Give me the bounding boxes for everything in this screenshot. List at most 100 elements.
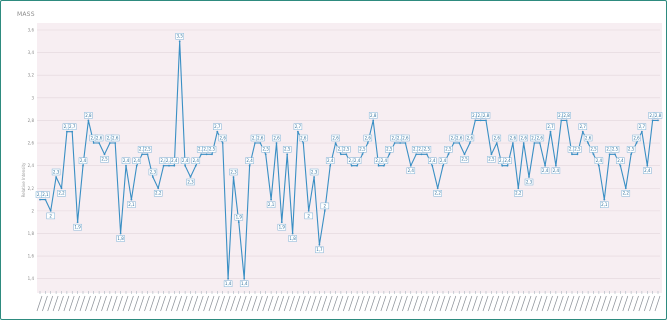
x-tick-label: [154, 295, 161, 312]
x-tick-label: [63, 295, 70, 312]
x-tick-label: [251, 295, 258, 312]
x-tick-label: [434, 295, 441, 312]
data-label-box: [282, 146, 292, 153]
x-tick-label: [283, 295, 290, 312]
data-label-box: [315, 246, 324, 254]
x-tick-label: [289, 295, 295, 312]
data-label-box: [320, 202, 330, 210]
data-point: [92, 142, 95, 144]
x-tick-label: [380, 295, 387, 312]
data-label-box: [67, 123, 77, 130]
data-label-box: [422, 146, 432, 153]
y-axis-label: Relative Intensity: [21, 162, 26, 197]
data-point: [49, 210, 52, 212]
x-tick-label: [455, 295, 462, 312]
data-point: [366, 142, 369, 144]
data-point: [302, 142, 305, 144]
data-label: 2,5: [573, 146, 582, 153]
data-label-text: 2,4: [349, 158, 356, 163]
data-label-text: 2,3: [150, 169, 157, 174]
data-label-text: 2,4: [171, 158, 178, 163]
data-label-text: 2,3: [187, 179, 194, 184]
x-tick-label: [305, 295, 312, 312]
data-label: 2,6: [218, 134, 227, 142]
data-point: [431, 164, 434, 167]
y-tick-label: 3,2: [28, 73, 35, 78]
data-label-text: 2,6: [332, 135, 339, 140]
data-label: 2,5: [589, 146, 598, 153]
x-tick-label: [326, 295, 333, 312]
data-point: [474, 119, 477, 122]
data-point: [404, 142, 407, 144]
data-label-box: [116, 235, 125, 242]
data-label: 1,9: [277, 223, 287, 231]
data-point: [243, 277, 246, 280]
data-point: [103, 153, 106, 156]
x-tick-label: [633, 295, 639, 312]
x-tick-label: [117, 295, 123, 312]
y-tick-label: 2,4: [28, 163, 35, 168]
data-point: [205, 153, 208, 156]
data-label-text: 2,5: [413, 147, 420, 152]
x-tick-label: [181, 295, 188, 312]
x-tick-label: [418, 295, 424, 312]
data-label-box: [519, 134, 528, 142]
data-point: [377, 164, 380, 167]
y-tick-label: 2,6: [28, 141, 35, 146]
x-tick-label: [224, 295, 231, 312]
data-label-box: [110, 134, 120, 142]
data-label-text: 2,4: [429, 158, 436, 163]
x-tick-label: [568, 295, 575, 312]
data-label: 2,5: [342, 146, 351, 153]
data-label-box: [379, 157, 389, 164]
x-tick-label: [466, 295, 473, 312]
data-point: [442, 164, 444, 167]
data-label: 1,4: [223, 280, 233, 287]
data-label-box: [272, 134, 281, 142]
data-label: 2,4: [78, 157, 88, 164]
data-label-box: [293, 123, 303, 130]
data-point: [517, 187, 520, 190]
data-point: [576, 153, 579, 156]
data-label-box: [331, 134, 340, 142]
data-label-text: 2,6: [392, 135, 399, 140]
x-tick-label: [187, 295, 193, 312]
x-tick-label: [547, 295, 553, 312]
x-tick-label: [407, 295, 414, 312]
data-point: [426, 153, 428, 156]
x-tick-label: [595, 295, 602, 312]
data-label-text: 2,5: [461, 157, 468, 162]
data-label-box: [358, 146, 367, 153]
data-point: [635, 142, 638, 144]
data-point: [533, 142, 536, 144]
data-label: 2,6: [632, 134, 641, 142]
data-label: 2,4: [438, 157, 448, 164]
data-label-text: 2,2: [623, 191, 630, 196]
data-label: 2,6: [363, 134, 373, 142]
data-label: 2,3: [51, 168, 61, 176]
data-point: [356, 164, 358, 167]
x-tick-label: [649, 295, 655, 312]
data-label-box: [277, 223, 287, 231]
data-label: 2,8: [368, 112, 378, 119]
x-tick-label: [138, 295, 145, 312]
x-tick-label: [617, 295, 623, 312]
data-label: 2: [46, 212, 55, 220]
x-tick-label: [359, 295, 365, 312]
x-tick-label: [111, 295, 118, 312]
x-tick-label: [149, 295, 156, 312]
x-tick-label: [638, 295, 645, 312]
y-tick-label: 1,8: [28, 231, 35, 236]
x-tick-label: [574, 295, 580, 312]
data-label: 2,5: [143, 146, 152, 153]
x-tick-label: [213, 295, 220, 312]
data-point: [237, 221, 240, 224]
data-label: 2,4: [540, 167, 550, 174]
x-tick-label: [471, 295, 478, 312]
data-label-text: 2,4: [327, 158, 334, 163]
data-label-box: [621, 190, 631, 197]
data-label: 2,4: [245, 157, 254, 164]
x-tick-label: [74, 295, 80, 312]
data-label-text: 2,3: [526, 179, 533, 184]
data-label-box: [229, 168, 238, 176]
